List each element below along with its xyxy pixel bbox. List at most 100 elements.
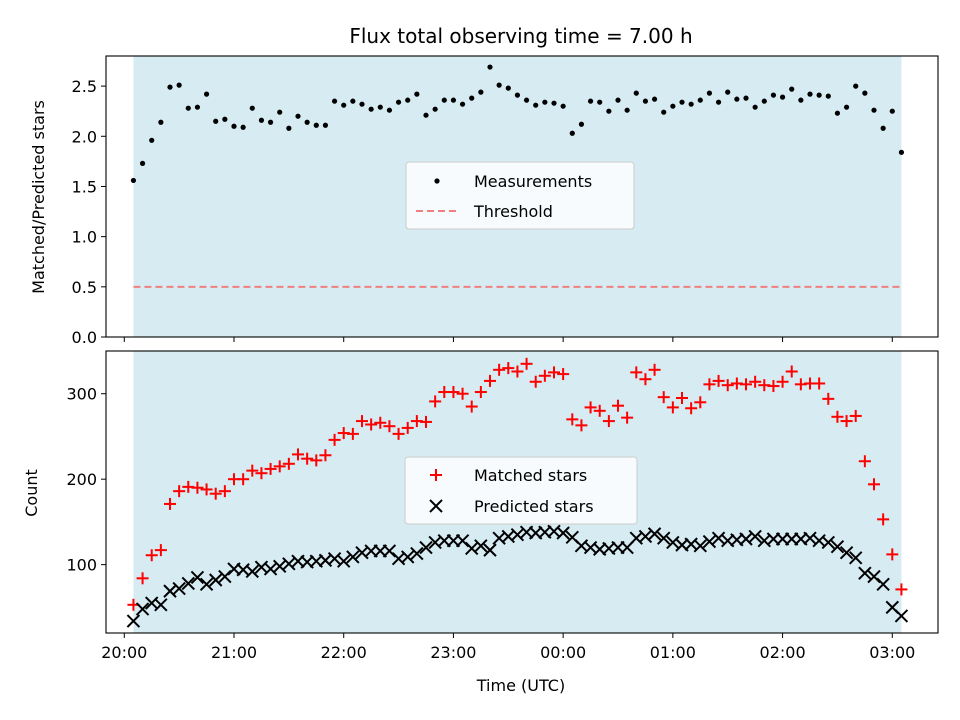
measurement-point [752,104,758,110]
measurement-point [743,95,749,101]
matched-star-point [639,373,652,386]
measurements-legend-label: Measurements [474,172,592,191]
matched-star-point [493,363,506,376]
measurement-point [441,97,447,103]
measurement-point [661,109,667,115]
measurement-point [606,108,612,114]
predicted-star-point [190,570,205,585]
matched-star-point [813,377,826,390]
ratio-plot-frame [105,55,939,338]
predicted-star-point [702,534,717,549]
measurement-point [670,103,676,109]
matched-star-point [447,386,460,399]
x-tick-label: 22:00 [321,643,367,662]
predicted-star-point [748,529,762,544]
predicted-star-point [876,577,890,591]
measurement-point [277,109,283,115]
matched-star-point [200,483,213,496]
measurement-point [715,99,722,105]
measurement-point [843,104,850,110]
measurement-point [779,94,786,100]
measurement-point [496,82,502,88]
predicted-star-point [172,581,186,596]
y-tick-label: 1.0 [72,228,97,247]
measurement-point [395,99,402,105]
matched-star-point [703,378,716,391]
matched-star-point [529,375,542,388]
predicted-star-point [830,539,845,554]
matched-star-point [676,392,688,404]
ratio-y-axis-label: Matched/Predicted stars [29,100,48,294]
predicted-star-point [858,566,872,580]
predicted-star-point [327,551,342,566]
measurement-point [770,92,777,98]
measurement-point [149,137,155,143]
matched-star-point [767,380,780,393]
measurement-point [597,99,603,105]
matched-star-point [301,452,314,465]
measurement-point [871,107,877,113]
matched-star-point [465,400,478,413]
matched-star-point [657,391,670,404]
predicted-star-point [638,529,653,544]
matched-star-point [328,433,341,446]
matched-star-point [346,427,359,440]
predicted-star-point [666,535,680,550]
counts-y-axis-label: Count [22,469,41,517]
ratio-legend: Measurements Threshold [405,161,635,230]
measurement-point [139,160,146,166]
matched-star-point [255,467,268,480]
predicted-star-point [483,543,497,557]
predicted-star-point [657,531,671,545]
measurement-point [258,117,265,123]
predicted-star-point [821,535,835,550]
predicted-star-point [465,541,479,556]
x-tick-label: 01:00 [650,643,696,662]
measurement-point [231,123,237,129]
measurement-point [587,98,594,104]
measurement-point [898,149,905,155]
chart-title: Flux total observing time = 7.00 h [349,24,692,48]
measurements-legend-marker [434,178,440,184]
measurement-point [853,83,859,89]
counts-axes: 100 200 300 20:00 21:00 22:00 23:00 00:00 01:00 0… [66,385,915,662]
predicted-star-point [245,564,259,579]
matched-star-point [749,375,762,388]
matched-star-point [356,415,368,428]
matched-star-point [292,448,304,461]
matched-star-point [721,379,734,392]
measurement-point [176,82,182,88]
matched-star-point [785,365,798,378]
measurement-point [377,104,383,110]
predicted-star-point [839,545,854,560]
matched-star-point [575,419,588,432]
measurement-point [551,100,557,106]
matched-star-point [246,464,259,477]
measurement-point [459,101,466,107]
measurement-point [706,90,713,96]
matched-star-point [776,375,789,388]
matched-star-point [319,449,332,462]
y-tick-label: 2.0 [72,127,97,146]
x-tick-label: 21:00 [211,643,257,662]
counts-plot-area [126,351,909,633]
predicted-star-point [510,528,525,542]
matched-star-point [538,369,551,382]
measurement-point [825,93,831,99]
predicted-star-point [556,526,570,540]
matched-star-point [365,418,378,431]
matched-stars-legend-marker [430,469,442,481]
predicted-stars-legend-marker [429,499,443,513]
predicted-star-point [803,531,817,545]
measurement-point [249,105,255,111]
measurement-point [423,112,429,118]
measurement-point [158,119,164,125]
matched-star-point [264,462,277,475]
measurement-point [478,89,484,95]
matched-star-point [666,401,679,414]
matched-star-point [685,402,698,415]
measurement-point [487,64,493,70]
measurement-point [341,102,347,108]
measurement-point [240,124,246,130]
y-tick-label: 1.5 [72,177,97,196]
